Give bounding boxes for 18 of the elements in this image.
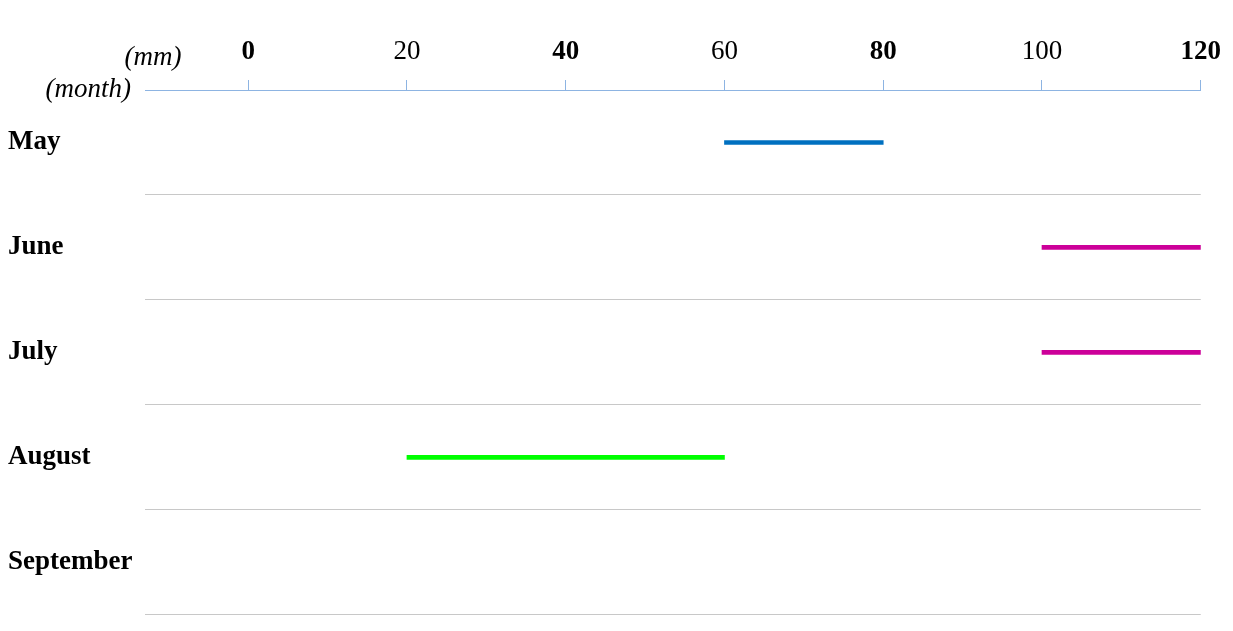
bar <box>406 455 725 460</box>
x-tick-label: 80 <box>869 34 897 65</box>
y-tick-label: May <box>8 125 61 156</box>
y-tick-label: July <box>8 335 59 366</box>
y-tick-label: June <box>8 230 64 261</box>
y-axis-title: (month) <box>45 73 132 104</box>
y-tick-label: August <box>8 440 91 471</box>
y-tick-label: September <box>8 545 133 576</box>
x-tick-label: 0 <box>241 34 255 65</box>
x-tick-label: 120 <box>1180 34 1221 65</box>
bar <box>1041 350 1201 355</box>
x-axis-title: (mm) <box>124 41 182 72</box>
x-tick-label: 100 <box>1021 34 1063 65</box>
x-tick-label: 40 <box>552 34 580 65</box>
bar <box>1041 245 1201 250</box>
x-tick-label: 20 <box>393 34 421 65</box>
bar <box>724 140 884 145</box>
x-tick-label: 60 <box>710 34 738 65</box>
